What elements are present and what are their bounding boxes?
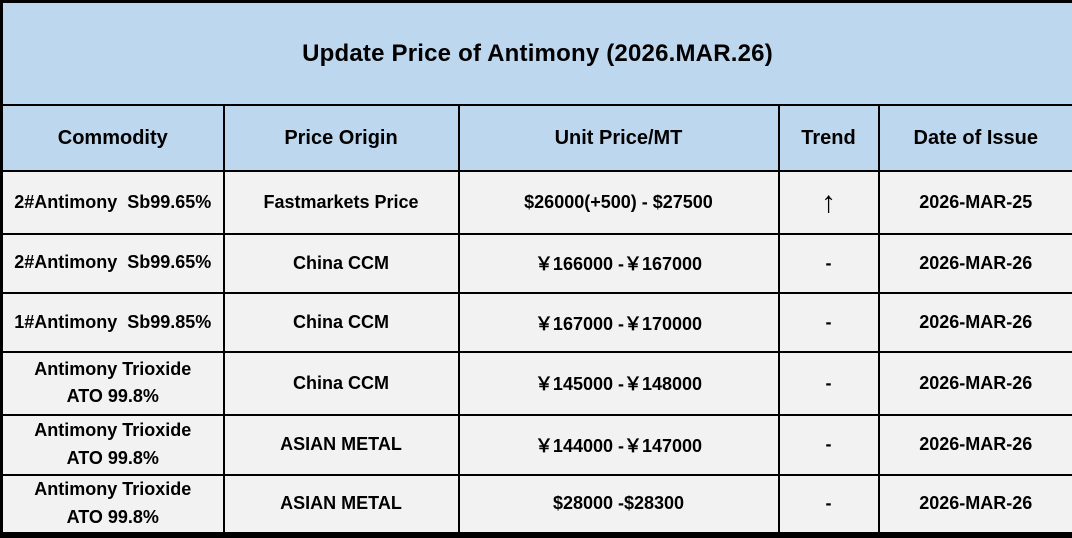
header-row: Commodity Price Origin Unit Price/MT Tre… xyxy=(0,104,1072,173)
cell-trend: - xyxy=(777,351,880,416)
column-header-price-origin: Price Origin xyxy=(222,104,460,173)
cell-date-of-issue: 2026-MAR-26 xyxy=(877,473,1072,537)
cell-price-origin: ASIAN METAL xyxy=(222,413,460,476)
cell-commodity: 2#Antimony Sb99.65% xyxy=(0,170,225,235)
cell-trend: - xyxy=(777,413,880,476)
cell-trend: - xyxy=(777,291,880,354)
cell-trend: - xyxy=(777,473,880,537)
cell-trend: - xyxy=(777,232,880,294)
table-row: 1#Antimony Sb99.85% China CCM ￥167000 -￥… xyxy=(0,291,1072,354)
cell-price-origin: ASIAN METAL xyxy=(222,473,460,537)
table-row: Antimony Trioxide ATO 99.8% ASIAN METAL … xyxy=(0,473,1072,537)
cell-commodity: Antimony Trioxide ATO 99.8% xyxy=(0,413,225,476)
cell-unit-price: ￥167000 -￥170000 xyxy=(457,291,780,354)
cell-date-of-issue: 2026-MAR-25 xyxy=(877,170,1072,235)
cell-price-origin: Fastmarkets Price xyxy=(222,170,460,235)
cell-commodity: Antimony Trioxide ATO 99.8% xyxy=(0,473,225,537)
table-row: Antimony Trioxide ATO 99.8% ASIAN METAL … xyxy=(0,413,1072,476)
cell-commodity: 2#Antimony Sb99.65% xyxy=(0,232,225,294)
table-row: Antimony Trioxide ATO 99.8% China CCM ￥1… xyxy=(0,351,1072,416)
table-row: 2#Antimony Sb99.65% China CCM ￥166000 -￥… xyxy=(0,232,1072,294)
page-title: Update Price of Antimony (2026.MAR.26) xyxy=(0,0,1072,107)
cell-date-of-issue: 2026-MAR-26 xyxy=(877,291,1072,354)
cell-price-origin: China CCM xyxy=(222,232,460,294)
column-header-date-of-issue: Date of Issue xyxy=(877,104,1072,173)
cell-unit-price: ￥145000 -￥148000 xyxy=(457,351,780,416)
cell-commodity: Antimony Trioxide ATO 99.8% xyxy=(0,351,225,416)
cell-date-of-issue: 2026-MAR-26 xyxy=(877,351,1072,416)
cell-unit-price: ￥144000 -￥147000 xyxy=(457,413,780,476)
table-row: 2#Antimony Sb99.65% Fastmarkets Price $2… xyxy=(0,170,1072,235)
cell-commodity: 1#Antimony Sb99.85% xyxy=(0,291,225,354)
cell-unit-price: ￥166000 -￥167000 xyxy=(457,232,780,294)
column-header-trend: Trend xyxy=(777,104,880,173)
cell-date-of-issue: 2026-MAR-26 xyxy=(877,232,1072,294)
cell-unit-price: $26000(+500) - $27500 xyxy=(457,170,780,235)
title-row: Update Price of Antimony (2026.MAR.26) xyxy=(0,0,1072,107)
cell-date-of-issue: 2026-MAR-26 xyxy=(877,413,1072,476)
column-header-unit-price: Unit Price/MT xyxy=(457,104,780,173)
cell-unit-price: $28000 -$28300 xyxy=(457,473,780,537)
cell-trend-up-arrow: ↑ xyxy=(777,170,880,235)
cell-price-origin: China CCM xyxy=(222,291,460,354)
cell-price-origin: China CCM xyxy=(222,351,460,416)
column-header-commodity: Commodity xyxy=(0,104,225,173)
